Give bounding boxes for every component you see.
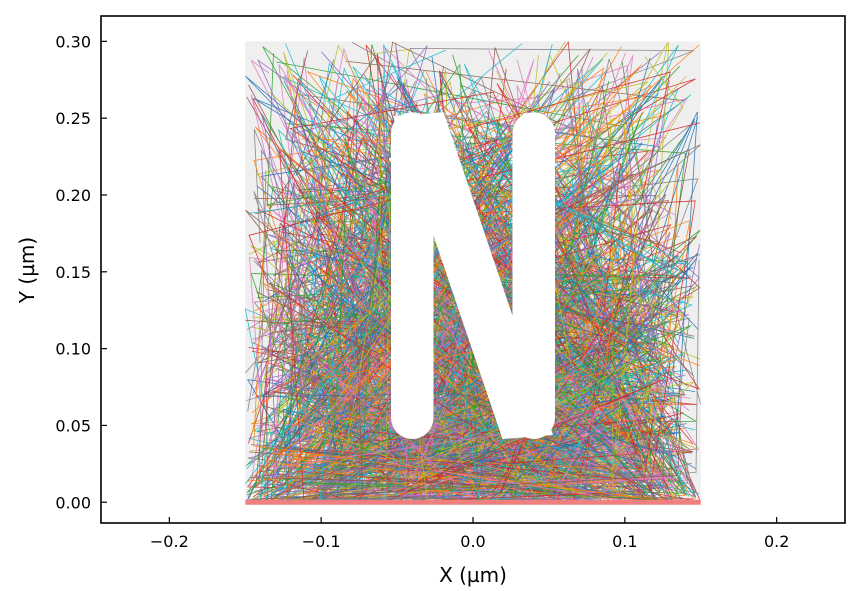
trajectory-line <box>509 259 700 482</box>
trajectory-line <box>269 297 676 469</box>
y-tick-label: 0.15 <box>55 263 91 282</box>
x-tick-label: −0.2 <box>150 532 189 551</box>
trajectory-line <box>403 476 670 497</box>
letter-n-diagonal <box>393 112 553 440</box>
trajectory-line <box>537 231 671 489</box>
trajectory-line <box>450 47 598 503</box>
plot-area <box>244 41 702 505</box>
x-tick-label: 0.2 <box>764 532 789 551</box>
letter-n-mask <box>391 112 555 440</box>
trajectory-line <box>408 386 638 472</box>
y-tick-label: 0.20 <box>55 186 91 205</box>
x-axis-ticks: −0.2 −0.1 0.0 0.1 0.2 <box>150 517 789 551</box>
y-tick-label: 0.25 <box>55 109 91 128</box>
trajectory-line <box>291 323 426 498</box>
x-axis-title: X (µm) <box>439 563 507 587</box>
trajectory-line <box>523 126 701 410</box>
trajectory-line <box>291 93 526 401</box>
trajectory-line <box>414 257 698 503</box>
trajectory-line <box>429 322 684 497</box>
trajectory-line <box>272 58 604 438</box>
y-axis-title: Y (µm) <box>15 237 39 304</box>
trajectory-line <box>365 129 668 437</box>
trajectory-line <box>319 99 480 503</box>
trajectory-line <box>296 400 621 472</box>
trajectory-line <box>245 351 578 493</box>
trajectory-line <box>293 248 695 387</box>
trajectory-line <box>280 127 404 467</box>
trajectory-line <box>494 271 662 388</box>
trajectory-line <box>249 311 678 501</box>
x-tick-label: 0.0 <box>460 532 485 551</box>
x-tick-label: 0.1 <box>612 532 637 551</box>
trajectory-line <box>359 260 541 503</box>
trajectory-line <box>356 291 646 496</box>
trajectory-line <box>244 43 391 485</box>
trajectory-line <box>286 253 412 349</box>
trajectory-line <box>252 140 400 426</box>
trajectory-line <box>265 432 374 498</box>
trajectory-line <box>282 76 691 498</box>
trajectory-line <box>366 320 631 440</box>
x-tick-label: −0.1 <box>302 532 341 551</box>
y-axis-ticks: 0.00 0.05 0.10 0.15 0.20 0.25 0.30 <box>55 32 107 512</box>
trajectory-line <box>319 333 634 503</box>
y-tick-label: 0.00 <box>55 493 91 512</box>
y-tick-label: 0.30 <box>55 32 91 51</box>
trajectory-line <box>253 191 327 433</box>
trajectory-line <box>366 46 558 386</box>
trajectory-line <box>426 310 637 498</box>
y-tick-label: 0.10 <box>55 340 91 359</box>
y-tick-label: 0.05 <box>55 416 91 435</box>
